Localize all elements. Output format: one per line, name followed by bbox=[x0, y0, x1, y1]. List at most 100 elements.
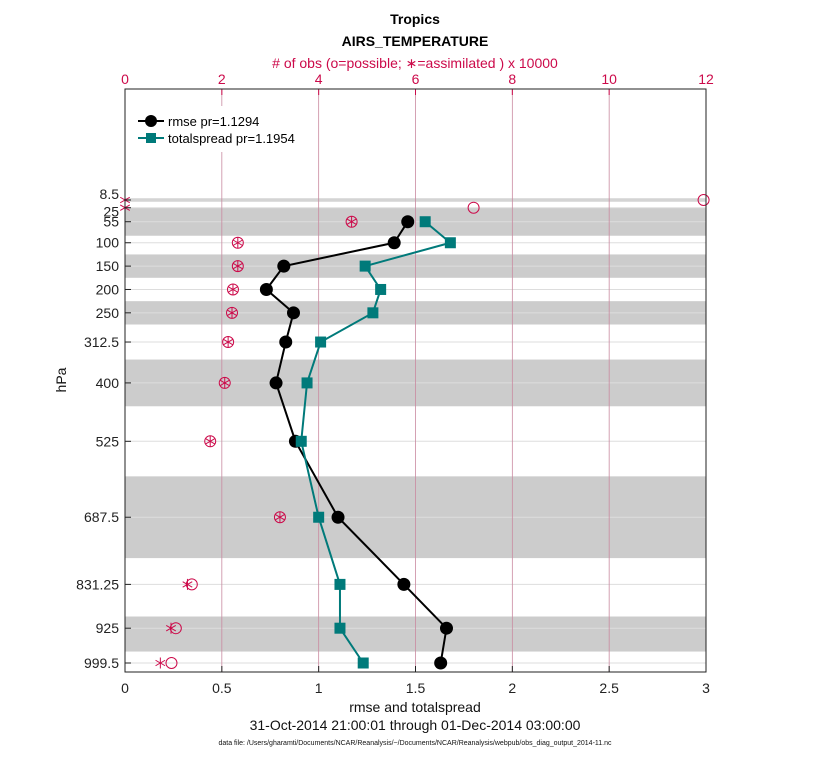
series-0-point-10 bbox=[439, 621, 453, 635]
obs-assimilated-stroke-5-2 bbox=[227, 286, 239, 293]
obs-assimilated-marker-7 bbox=[223, 336, 234, 348]
y-tick-label-4: 150 bbox=[96, 258, 120, 274]
x-axis-label: rmse and totalspread bbox=[349, 699, 481, 715]
series-1-point-9 bbox=[334, 578, 346, 590]
series-1-point-6 bbox=[301, 377, 313, 389]
series-1-point-4 bbox=[367, 307, 379, 319]
obs-assimilated-marker-6 bbox=[226, 307, 238, 319]
x-tick-label-6: 3 bbox=[702, 680, 710, 696]
obs-assimilated-stroke-6-2 bbox=[226, 309, 238, 317]
y-tick-label-3: 100 bbox=[96, 235, 120, 251]
series-0-point-6 bbox=[269, 376, 283, 390]
legend-spread-label: totalspread pr=1.1954 bbox=[168, 131, 295, 146]
obs-possible-marker-13 bbox=[165, 657, 178, 669]
obs-assimilated-marker-2 bbox=[346, 216, 357, 228]
obs-assimilated-stroke-4-2 bbox=[232, 262, 243, 270]
obs-assimilated-stroke-3-2 bbox=[232, 239, 243, 246]
series-1-point-5 bbox=[315, 336, 327, 348]
x-tick-label-5: 2.5 bbox=[599, 680, 619, 696]
obs-assimilated-marker-10 bbox=[274, 511, 285, 523]
y-tick-label-2: 55 bbox=[103, 214, 119, 230]
obs-assimilated-stroke-13-2 bbox=[155, 659, 166, 667]
obs-assimilated-stroke-11-2 bbox=[182, 581, 193, 588]
series-0-point-5 bbox=[279, 335, 293, 349]
series-line-1 bbox=[300, 220, 453, 664]
obs-assimilated-stroke-12-2 bbox=[165, 625, 177, 632]
series-0-point-11 bbox=[434, 656, 448, 670]
grid-lines bbox=[125, 89, 706, 672]
plot-frame bbox=[124, 88, 707, 673]
obs-assimilated-marker-8 bbox=[219, 377, 230, 389]
series-1-point-3 bbox=[375, 283, 387, 295]
obs-possible-marker-11 bbox=[185, 578, 198, 591]
obs-assimilated-stroke-10-2 bbox=[274, 514, 285, 521]
legend-spread-marker bbox=[146, 133, 156, 143]
obs-possible-marker-0 bbox=[697, 194, 710, 206]
series-line-0 bbox=[265, 221, 448, 664]
chart-title: Tropics bbox=[390, 11, 440, 27]
obs-assimilated-stroke-8-2 bbox=[219, 379, 230, 387]
series-1-point-7 bbox=[295, 435, 307, 447]
series-1-point-1 bbox=[444, 237, 456, 249]
x-tick-label-1: 0.5 bbox=[212, 680, 232, 696]
top-tick-label-5: 10 bbox=[601, 71, 617, 87]
series-1-point-8 bbox=[313, 511, 325, 523]
obs-assimilated-stroke-2-2 bbox=[346, 218, 357, 225]
y-tick-label-0: 8.5 bbox=[100, 186, 120, 202]
top-tick-label-6: 12 bbox=[698, 71, 714, 87]
series-lines bbox=[259, 215, 456, 670]
y-tick-label-8: 400 bbox=[96, 375, 120, 391]
top-tick-label-1: 2 bbox=[218, 71, 226, 87]
obs-assimilated-marker-4 bbox=[232, 260, 243, 272]
top-axis-label: # of obs (o=possible; ∗=assimilated ) x … bbox=[272, 55, 558, 71]
series-0-point-1 bbox=[387, 236, 401, 250]
series-0-point-8 bbox=[331, 510, 345, 524]
y-axis-label: hPa bbox=[53, 367, 69, 392]
series-1-point-2 bbox=[359, 260, 371, 272]
x-tick-label-2: 1 bbox=[315, 680, 323, 696]
y-tick-label-13: 999.5 bbox=[84, 655, 119, 671]
series-1-point-10 bbox=[334, 622, 346, 634]
series-1-point-11 bbox=[357, 657, 369, 669]
y-tick-label-7: 312.5 bbox=[84, 334, 119, 350]
obs-assimilated-marker-5 bbox=[227, 283, 239, 295]
obs-markers bbox=[119, 194, 710, 669]
obs-assimilated-stroke-9-2 bbox=[205, 438, 216, 445]
top-tick-label-2: 4 bbox=[315, 71, 323, 87]
y-tick-label-10: 687.5 bbox=[84, 509, 119, 525]
series-1-point-0 bbox=[419, 216, 431, 228]
x-tick-label-4: 2 bbox=[508, 680, 516, 696]
x-tick-label-3: 1.5 bbox=[406, 680, 426, 696]
obs-assimilated-marker-11 bbox=[182, 578, 193, 590]
series-0-point-0 bbox=[401, 215, 415, 229]
top-tick-label-0: 0 bbox=[121, 71, 129, 87]
y-tick-label-6: 250 bbox=[96, 305, 120, 321]
series-0-point-9 bbox=[397, 577, 411, 591]
y-tick-label-12: 925 bbox=[96, 620, 120, 636]
obs-assimilated-marker-9 bbox=[205, 435, 216, 447]
series-0-point-2 bbox=[277, 259, 291, 273]
y-tick-label-5: 200 bbox=[96, 281, 120, 297]
top-tick-label-3: 6 bbox=[412, 71, 420, 87]
obs-assimilated-marker-13 bbox=[155, 657, 166, 669]
top-tick-label-4: 8 bbox=[508, 71, 516, 87]
obs-assimilated-marker-12 bbox=[165, 622, 177, 634]
obs-assimilated-stroke-7-2 bbox=[223, 338, 234, 346]
y-tick-label-11: 831.25 bbox=[76, 576, 119, 592]
legend-box bbox=[134, 106, 314, 152]
date-range: 31-Oct-2014 21:00:01 through 01-Dec-2014… bbox=[250, 717, 581, 733]
chart-subtitle: AIRS_TEMPERATURE bbox=[342, 33, 489, 49]
y-tick-label-9: 525 bbox=[96, 433, 120, 449]
y-tick-label-1: 25 bbox=[103, 204, 119, 220]
footnote: data file: /Users/gharamti/Documents/NCA… bbox=[218, 740, 612, 747]
series-0-point-4 bbox=[286, 306, 300, 320]
series-0-point-3 bbox=[259, 282, 273, 296]
legend-rmse-marker bbox=[145, 115, 157, 127]
obs-assimilated-marker-3 bbox=[232, 237, 243, 249]
obs-possible-marker-1 bbox=[467, 201, 480, 214]
x-tick-label-0: 0 bbox=[121, 680, 129, 696]
legend: rmse pr=1.1294 totalspread pr=1.1954 bbox=[134, 106, 314, 152]
legend-rmse-label: rmse pr=1.1294 bbox=[168, 114, 259, 129]
